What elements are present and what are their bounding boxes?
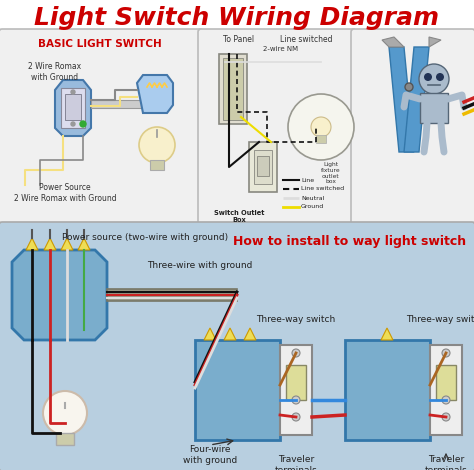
Bar (316, 135, 326, 143)
Text: 2-wire NM: 2-wire NM (264, 46, 299, 52)
Circle shape (442, 413, 450, 421)
Text: 2 Wire Romax
with Ground: 2 Wire Romax with Ground (28, 63, 82, 82)
Bar (223, 58, 243, 120)
Text: Light
fixture
outlet
box: Light fixture outlet box (321, 162, 341, 184)
Bar (249, 142, 277, 192)
Text: Light Switch Wiring Diagram: Light Switch Wiring Diagram (35, 6, 439, 30)
Text: Ground: Ground (301, 204, 324, 210)
Polygon shape (61, 238, 73, 250)
Text: Three-wire with ground: Three-wire with ground (147, 260, 253, 269)
Polygon shape (26, 238, 38, 250)
Text: Line switched: Line switched (301, 187, 344, 191)
Polygon shape (44, 238, 56, 250)
Text: Traveler
terminals: Traveler terminals (425, 455, 467, 470)
Text: Three-way switch: Three-way switch (406, 315, 474, 324)
Text: How to install to way light switch: How to install to way light switch (233, 235, 466, 249)
Circle shape (292, 349, 300, 357)
Bar (56, 433, 74, 445)
Polygon shape (137, 75, 173, 113)
FancyBboxPatch shape (198, 29, 356, 225)
Circle shape (292, 413, 300, 421)
Polygon shape (381, 328, 393, 340)
Text: BASIC LIGHT SWITCH: BASIC LIGHT SWITCH (38, 39, 162, 49)
Polygon shape (404, 47, 429, 152)
Polygon shape (78, 238, 90, 250)
Text: Power source (two-wire with ground): Power source (two-wire with ground) (62, 233, 228, 242)
Polygon shape (224, 328, 236, 340)
Circle shape (419, 64, 449, 94)
Bar (345, 340, 430, 440)
Text: Switch Outlet
Box: Switch Outlet Box (214, 210, 264, 223)
Text: Line: Line (301, 178, 314, 182)
Circle shape (405, 83, 413, 91)
Circle shape (71, 122, 75, 126)
Text: Three-way switch: Three-way switch (256, 315, 336, 324)
Bar (257, 156, 269, 176)
Text: Line switched: Line switched (280, 36, 332, 45)
Circle shape (424, 73, 432, 81)
Text: To Panel: To Panel (223, 36, 255, 45)
Circle shape (292, 396, 300, 404)
Text: Power Source
2 Wire Romax with Ground: Power Source 2 Wire Romax with Ground (14, 183, 116, 203)
Polygon shape (12, 250, 107, 340)
Circle shape (139, 127, 175, 163)
Bar (254, 150, 272, 184)
Bar (150, 160, 164, 170)
Polygon shape (429, 37, 441, 47)
FancyBboxPatch shape (351, 29, 474, 225)
Text: Four-wire
with ground: Four-wire with ground (183, 445, 237, 465)
Text: Neutral: Neutral (301, 196, 324, 201)
Polygon shape (204, 328, 216, 340)
Circle shape (80, 121, 86, 127)
Circle shape (436, 73, 444, 81)
Circle shape (288, 94, 354, 160)
Bar (280, 345, 312, 435)
Circle shape (311, 117, 331, 137)
Bar (430, 345, 462, 435)
Bar (61, 88, 85, 128)
Bar (195, 340, 280, 440)
Bar (436, 365, 456, 400)
Polygon shape (244, 328, 256, 340)
Bar (286, 365, 306, 400)
Circle shape (442, 396, 450, 404)
Bar (91, 100, 151, 108)
FancyBboxPatch shape (0, 222, 474, 470)
Circle shape (442, 349, 450, 357)
Bar (219, 54, 247, 124)
FancyBboxPatch shape (0, 29, 203, 225)
Polygon shape (55, 80, 91, 136)
Circle shape (71, 90, 75, 94)
Circle shape (43, 391, 87, 435)
Bar (65, 94, 81, 120)
Text: Traveler
terminals: Traveler terminals (274, 455, 318, 470)
Polygon shape (389, 47, 414, 152)
Bar (420, 93, 448, 123)
Polygon shape (382, 37, 404, 47)
Bar (107, 289, 237, 301)
